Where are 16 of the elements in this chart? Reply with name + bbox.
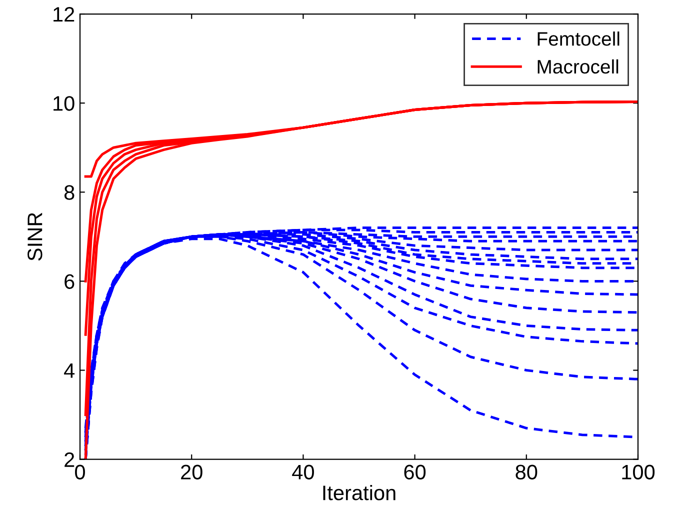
legend-label: Femtocell [538, 32, 620, 46]
x-tick-label: 40 [292, 464, 314, 480]
legend-label: Macrocell [538, 59, 618, 74]
x-tick-label: 20 [181, 464, 202, 480]
x-tick-label: 60 [404, 464, 426, 480]
y-axis-title: SINR [28, 212, 42, 261]
x-tick-label: 100 [622, 464, 655, 480]
y-tick-label: 12 [54, 7, 74, 22]
x-tick-label: 0 [75, 464, 85, 480]
y-tick-label: 4 [64, 363, 75, 378]
y-tick-label: 8 [64, 185, 74, 200]
y-tick-label: 6 [64, 274, 74, 289]
x-tick-label: 80 [516, 464, 538, 480]
y-tick-label: 2 [64, 452, 74, 467]
x-axis-title: Iteration [323, 484, 396, 500]
y-tick-label: 10 [54, 96, 74, 111]
